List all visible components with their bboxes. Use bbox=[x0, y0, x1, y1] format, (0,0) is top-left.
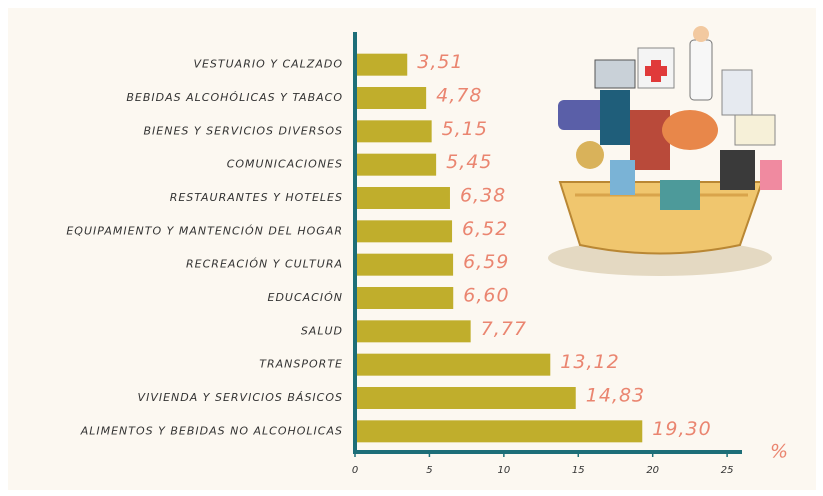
bar bbox=[355, 253, 454, 276]
bar bbox=[355, 420, 643, 443]
category-label: EQUIPAMIENTO Y MANTENCIÓN DEL HOGAR bbox=[66, 224, 343, 237]
value-label: 6,59 bbox=[463, 251, 509, 273]
bar bbox=[355, 287, 454, 309]
x-tick-label: 25 bbox=[721, 465, 734, 476]
basket-illustration bbox=[548, 26, 782, 276]
category-label: EDUCACIÓN bbox=[268, 291, 344, 304]
category-label: BIENES Y SERVICIOS DIVERSOS bbox=[144, 124, 343, 137]
category-label: COMUNICACIONES bbox=[227, 158, 343, 171]
category-label: RECREACIÓN Y CULTURA bbox=[186, 258, 343, 271]
x-tick-label: 5 bbox=[426, 465, 432, 476]
bar bbox=[355, 320, 471, 343]
category-label: ALIMENTOS Y BEBIDAS NO ALCOHOLICAS bbox=[80, 424, 343, 437]
value-label: 5,15 bbox=[442, 118, 488, 140]
value-label: 13,12 bbox=[560, 351, 619, 373]
x-tick-label: 15 bbox=[572, 465, 585, 476]
category-label: TRANSPORTE bbox=[259, 358, 343, 371]
bar bbox=[355, 53, 408, 76]
value-label: 5,45 bbox=[446, 151, 492, 173]
bar bbox=[355, 153, 437, 176]
bar bbox=[355, 87, 427, 109]
bar bbox=[355, 120, 432, 143]
x-axis-label: % bbox=[770, 441, 789, 463]
category-label: VESTUARIO Y CALZADO bbox=[193, 58, 343, 71]
value-label: 6,60 bbox=[463, 285, 509, 307]
value-label: 3,51 bbox=[417, 51, 463, 73]
bar bbox=[355, 353, 551, 376]
category-label: BEBIDAS ALCOHÓLICAS Y TABACO bbox=[126, 91, 343, 104]
category-label: SALUD bbox=[301, 324, 343, 337]
value-label: 7,77 bbox=[481, 318, 527, 340]
x-tick-label: 20 bbox=[646, 465, 659, 476]
bar bbox=[355, 387, 576, 409]
x-tick-label: 10 bbox=[497, 465, 510, 476]
category-label: RESTAURANTES Y HOTELES bbox=[170, 191, 343, 204]
value-label: 14,83 bbox=[586, 385, 645, 407]
value-label: 4,78 bbox=[436, 85, 482, 107]
value-label: 6,38 bbox=[460, 185, 506, 207]
bar bbox=[355, 187, 450, 209]
category-label: VIVIENDA Y SERVICIOS BÁSICOS bbox=[138, 391, 343, 404]
value-label: 19,30 bbox=[652, 418, 711, 440]
x-tick-label: 0 bbox=[352, 465, 358, 476]
value-label: 6,52 bbox=[462, 218, 508, 240]
bar bbox=[355, 220, 453, 243]
